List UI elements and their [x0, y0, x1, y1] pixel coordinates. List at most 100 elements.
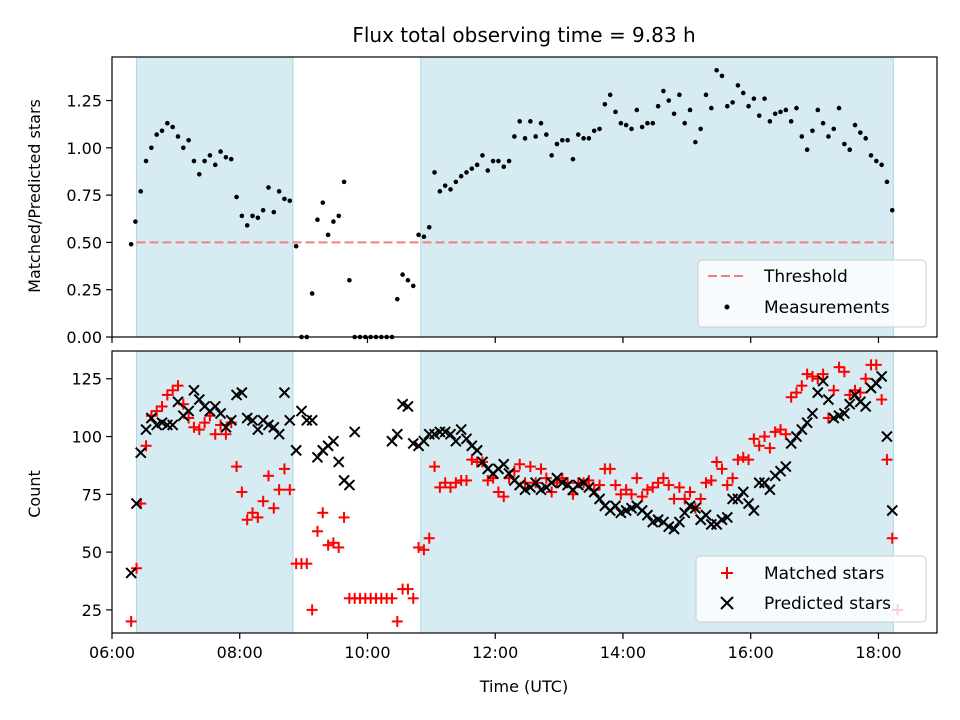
measurement-point [260, 207, 266, 213]
measurement-point [602, 101, 608, 107]
legend-predicted-marker [720, 596, 734, 610]
predicted-star-point [182, 405, 195, 417]
measurement-points [128, 67, 895, 340]
measurement-point [847, 147, 853, 153]
measurement-point [223, 154, 229, 160]
predicted-star-point [386, 435, 398, 447]
predicted-star-point [455, 423, 467, 436]
measurement-point [559, 137, 565, 143]
measurement-point [575, 132, 581, 137]
matched-star-point [673, 481, 685, 493]
measurement-point [315, 217, 320, 223]
predicted-star-point [806, 407, 819, 420]
predicted-star-point [391, 428, 403, 440]
predicted-star-point [236, 386, 248, 399]
measurement-point [480, 153, 485, 158]
measurement-point [271, 209, 277, 215]
predicted-star-point [471, 444, 483, 457]
measurement-point [458, 173, 464, 179]
legend-measurements-label: Measurements [764, 298, 890, 318]
measurement-point [170, 124, 175, 130]
predicted-star-point [732, 493, 744, 505]
measurement-point [336, 213, 342, 219]
measurement-point [149, 145, 154, 151]
measurement-point [645, 120, 650, 126]
matched-star-point [333, 541, 345, 553]
predicted-star-point [450, 435, 462, 447]
measurement-point [228, 156, 234, 162]
matched-star-point [236, 486, 248, 498]
measurement-point [623, 122, 629, 128]
x-axis-label: Time (UTC) [479, 677, 568, 696]
predicted-star-point [273, 428, 285, 440]
measurement-point [165, 120, 170, 126]
predicted-star-point [140, 423, 152, 436]
matched-star-point [860, 373, 872, 385]
measurement-point [778, 109, 783, 115]
matched-star-point [796, 380, 808, 392]
predicted-star-point [476, 456, 489, 468]
predicted-star-point [721, 511, 733, 524]
measurement-point [341, 179, 347, 185]
matched-star-point [876, 394, 888, 406]
predicted-star-point [859, 400, 872, 413]
matched-star-point [252, 511, 264, 523]
matched-star-point [262, 470, 274, 482]
measurement-point [554, 141, 560, 147]
matched-star-point [278, 463, 290, 475]
measurement-point [693, 139, 698, 145]
matched-star-point [721, 479, 733, 491]
observing-span [136, 351, 293, 633]
matched-star-point [631, 472, 643, 484]
predicted-star-point [311, 451, 324, 464]
measurement-point [255, 215, 261, 221]
y-tick-label: 25 [82, 601, 102, 620]
predicted-star-point [214, 407, 227, 420]
predicted-star-point [838, 407, 851, 420]
measurement-point [677, 92, 682, 98]
matched-star-point [317, 507, 329, 519]
predicted-star-point [327, 435, 340, 447]
top-panel: Flux total observing time = 9.83 h 0.000… [25, 23, 938, 347]
matched-star-point [498, 491, 510, 503]
measurement-point [772, 111, 778, 117]
x-tick-label: 12:00 [472, 643, 518, 662]
matched-star-point [636, 491, 648, 503]
measurement-point [437, 189, 443, 194]
measurement-point [607, 92, 613, 98]
y-tick-label: 0.00 [66, 328, 102, 347]
bottom-axes: 06:00 08:00 10:00 12:00 14:00 16:00 18:00 25 50 7… [71, 350, 938, 662]
matched-star-point [220, 428, 232, 440]
measurement-point [794, 105, 799, 111]
measurement-point [826, 134, 831, 139]
measurement-point [724, 103, 730, 109]
predicted-star-point [278, 386, 291, 399]
measurement-point [639, 124, 645, 130]
measurement-point [266, 185, 271, 190]
x-tick-label: 08:00 [217, 643, 263, 662]
predicted-star-point [588, 486, 600, 498]
legend: Threshold Measurements [697, 259, 927, 328]
legend-box [695, 555, 927, 623]
matched-star-point [759, 431, 771, 443]
measurement-point [287, 198, 293, 204]
measurement-point [143, 158, 149, 164]
observing-spans [135, 57, 894, 337]
y-tick-label: 0.75 [66, 186, 102, 205]
legend-measurements-marker [724, 304, 730, 310]
predicted-star-point [503, 467, 515, 480]
predicted-stars-points [125, 370, 898, 579]
matched-star-point [199, 417, 211, 429]
predicted-star-point [145, 412, 158, 424]
measurement-point [831, 126, 837, 132]
predicted-star-point [529, 477, 542, 489]
measurement-point [128, 241, 134, 247]
matched-star-point [535, 463, 547, 475]
matched-star-point [241, 514, 253, 526]
measurement-point [586, 136, 592, 141]
matched-star-point [188, 421, 200, 433]
matched-star-point [172, 380, 184, 392]
matched-star-point [610, 479, 622, 491]
matched-star-point [482, 474, 494, 486]
measurement-point [863, 136, 868, 141]
